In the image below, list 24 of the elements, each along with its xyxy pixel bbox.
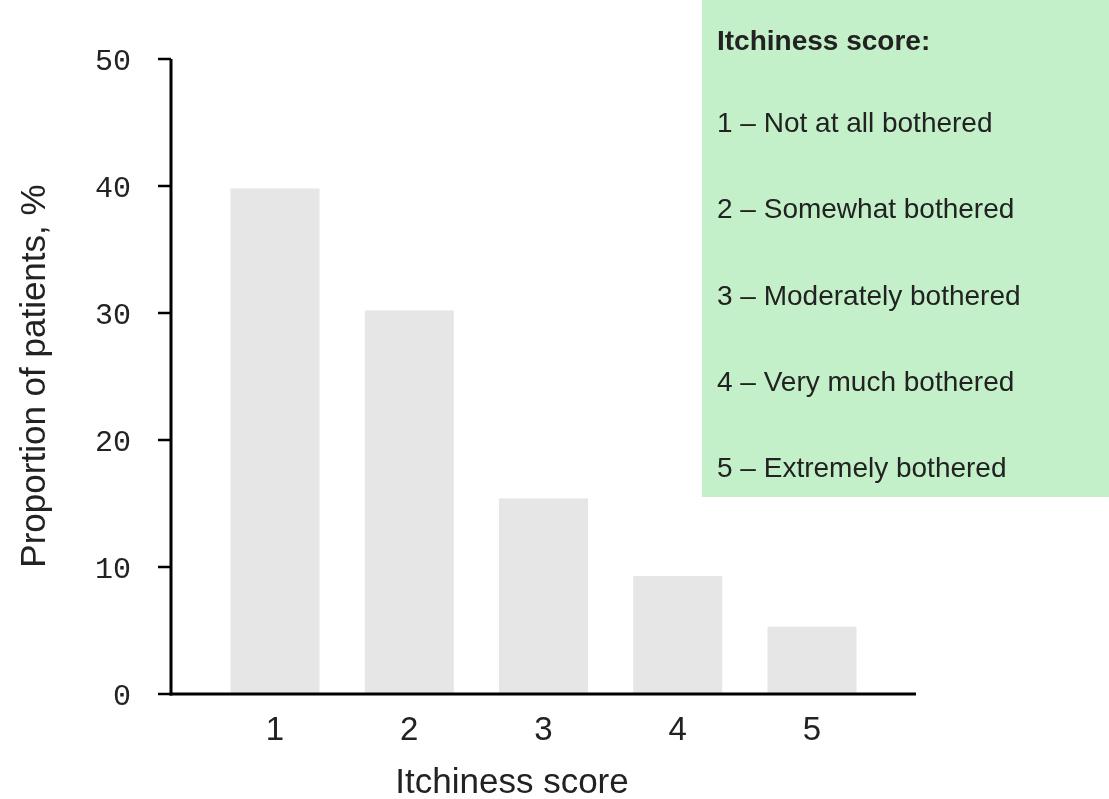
x-tick-label: 1: [265, 710, 285, 747]
y-tick-label: 40: [94, 171, 131, 206]
annotation: 1 – Not at all bothered: [717, 107, 993, 138]
annotation: 3 – Moderately bothered: [717, 279, 1021, 311]
bar: [633, 575, 723, 694]
annotation: 2 – Somewhat bothered: [717, 193, 1015, 225]
y-axis-title: Proportion of patients, %: [13, 184, 52, 568]
x-tick-label: 3: [534, 710, 553, 747]
y-tick-label: 30: [94, 298, 131, 333]
y-tick-label: 20: [94, 425, 131, 460]
bar: [767, 626, 857, 694]
bar: [230, 188, 320, 694]
bar: [499, 498, 588, 694]
annotation: 4 – Very much bothered: [717, 365, 1015, 397]
y-tick-label: 10: [94, 552, 131, 587]
text: Itchiness score:: [717, 25, 931, 56]
x-tick-label: 5: [802, 710, 822, 747]
annotation: 5 – Extremely bothered: [717, 452, 1007, 484]
y-tick-label: 0: [112, 679, 131, 714]
x-axis-title: Itchiness score: [395, 761, 629, 799]
bar: [364, 310, 454, 694]
x-tick-label: 2: [400, 710, 419, 747]
x-tick-label: 4: [668, 710, 687, 747]
y-tick-label: 50: [94, 44, 131, 79]
